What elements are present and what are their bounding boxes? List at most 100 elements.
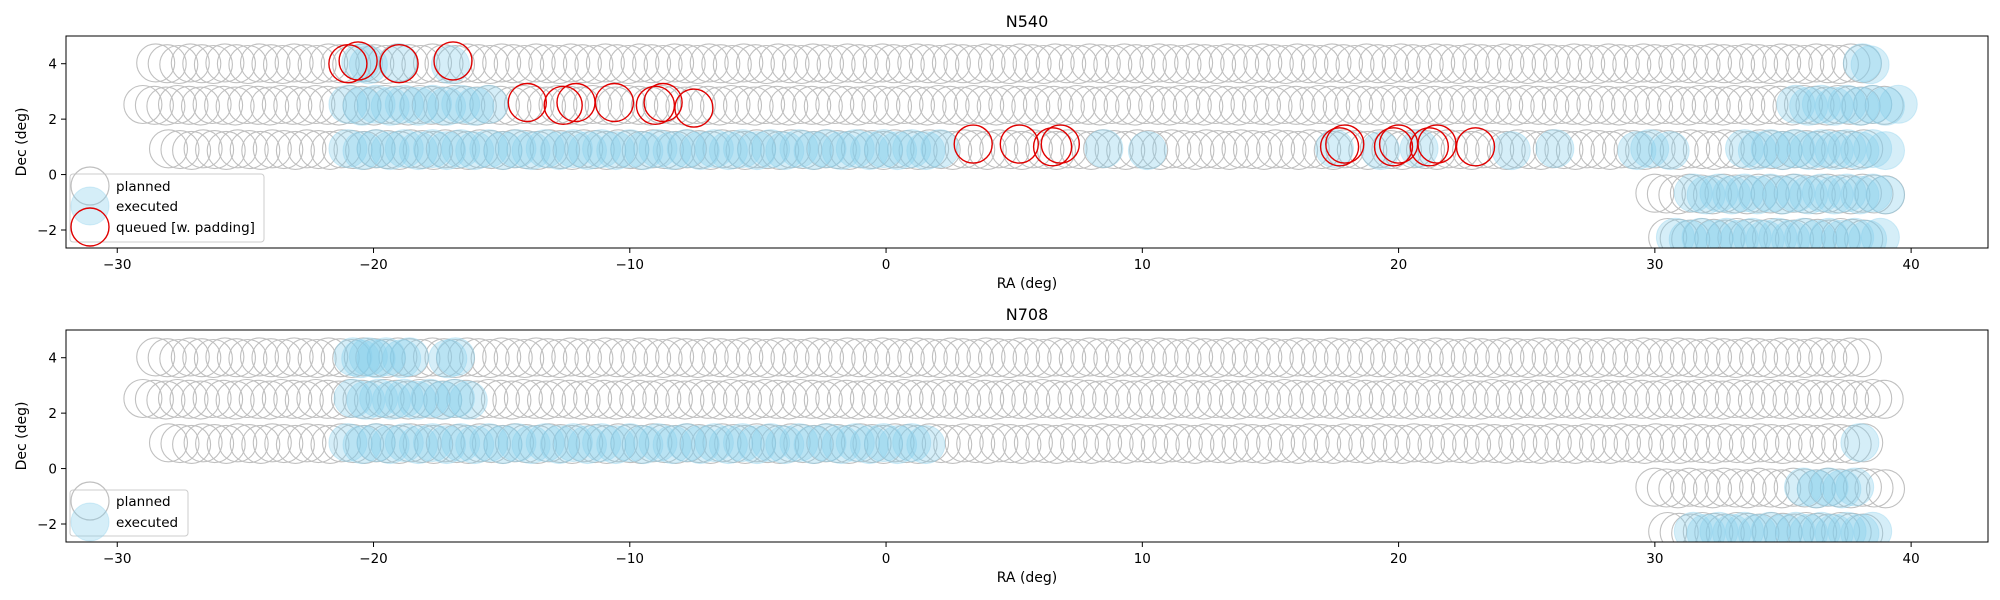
planned-pointing (1138, 379, 1178, 419)
planned-pointing (608, 44, 649, 85)
executed-pointing (1681, 217, 1721, 248)
planned-pointing (885, 44, 925, 85)
planned-pointing (1382, 424, 1422, 464)
executed-pointing (1814, 131, 1854, 171)
planned-pointing (1740, 219, 1780, 248)
planned-pointing (907, 380, 947, 420)
planned-pointing (1681, 468, 1721, 508)
planned-pointing (988, 84, 1028, 125)
executed-pointing (920, 129, 960, 169)
planned-pointing (506, 130, 546, 170)
planned-pointing (529, 423, 569, 463)
executed-pointing (346, 380, 386, 420)
planned-pointing (1749, 378, 1789, 419)
planned-pointing (1646, 174, 1686, 214)
planned-pointing (1704, 173, 1744, 213)
planned-pointing (1658, 175, 1698, 215)
executed-pointing (568, 425, 607, 465)
planned-pointing (1335, 338, 1375, 379)
planned-pointing (953, 84, 993, 125)
executed-pointing (737, 131, 777, 171)
planned-pointing (330, 378, 371, 419)
planned-pointing (274, 337, 314, 377)
planned-pointing (539, 44, 579, 85)
planned-pointing (1555, 130, 1595, 170)
planned-pointing (1659, 512, 1699, 542)
planned-pointing (1403, 84, 1443, 125)
planned-pointing (1208, 43, 1248, 83)
planned-pointing (1716, 338, 1756, 379)
planned-pointing (1543, 44, 1583, 85)
executed-pointing (441, 129, 481, 169)
planned-pointing (1299, 378, 1339, 419)
planned-pointing (943, 338, 983, 378)
planned-pointing (1798, 512, 1838, 542)
planned-pointing (1462, 44, 1502, 84)
planned-pointing (770, 338, 810, 378)
planned-pointing (1241, 379, 1282, 419)
planned-pointing (1786, 511, 1826, 542)
planned-pointing (780, 378, 820, 419)
planned-pointing (1740, 423, 1780, 463)
x-tick-label: −10 (616, 257, 645, 273)
executed-pointing (680, 131, 720, 171)
planned-pointing (388, 86, 428, 126)
planned-pointing (1174, 337, 1214, 377)
planned-pointing (979, 423, 1019, 463)
planned-pointing (333, 130, 373, 170)
planned-pointing (1452, 424, 1492, 464)
planned-pointing (1566, 338, 1606, 378)
planned-pointing (887, 424, 927, 464)
executed-pointing (610, 129, 650, 169)
planned-pointing (506, 424, 546, 464)
planned-pointing (943, 44, 983, 84)
planned-pointing (1093, 338, 1133, 379)
planned-pointing (437, 130, 477, 170)
planned-pointing (228, 44, 268, 85)
planned-pointing (933, 130, 973, 170)
executed-pointing (1814, 175, 1854, 215)
planned-pointing (1439, 338, 1479, 379)
planned-pointing (252, 423, 292, 463)
planned-pointing (239, 43, 280, 83)
executed-pointing (372, 380, 411, 420)
planned-pointing (1243, 43, 1283, 83)
x-tick-label: −10 (616, 551, 645, 567)
planned-pointing (1080, 380, 1120, 420)
planned-pointing (1371, 424, 1411, 464)
planned-pointing (391, 423, 431, 463)
planned-pointing (712, 44, 752, 85)
planned-pointing (274, 43, 314, 83)
executed-pointing (483, 131, 523, 171)
planned-pointing (757, 379, 797, 419)
planned-pointing (250, 380, 290, 420)
planned-pointing (596, 380, 636, 420)
executed-pointing (1712, 175, 1752, 215)
executed-pointing (427, 425, 467, 465)
planned-pointing (389, 338, 429, 378)
planned-pointing (1115, 380, 1155, 420)
planned-pointing (1751, 511, 1792, 542)
planned-pointing (1772, 86, 1812, 126)
planned-pointing (538, 378, 578, 419)
planned-pointing (1311, 379, 1351, 419)
planned-pointing (321, 129, 362, 169)
executed-pointing (469, 423, 509, 463)
planned-pointing (711, 378, 751, 419)
planned-pointing (1302, 424, 1342, 464)
planned-pointing (598, 423, 638, 463)
planned-pointing (437, 424, 477, 464)
planned-pointing (1646, 338, 1686, 379)
planned-pointing (343, 43, 383, 83)
planned-pointing (621, 424, 661, 464)
planned-pointing (1313, 424, 1353, 464)
planned-pointing (1129, 130, 1169, 170)
planned-pointing (1694, 218, 1734, 248)
executed-pointing (793, 131, 833, 171)
planned-pointing (734, 380, 774, 420)
planned-pointing (851, 44, 891, 85)
planned-pointing (990, 424, 1030, 464)
legend-label: queued [w. padding] (116, 220, 255, 236)
planned-pointing (666, 338, 706, 378)
planned-pointing (1172, 379, 1212, 419)
